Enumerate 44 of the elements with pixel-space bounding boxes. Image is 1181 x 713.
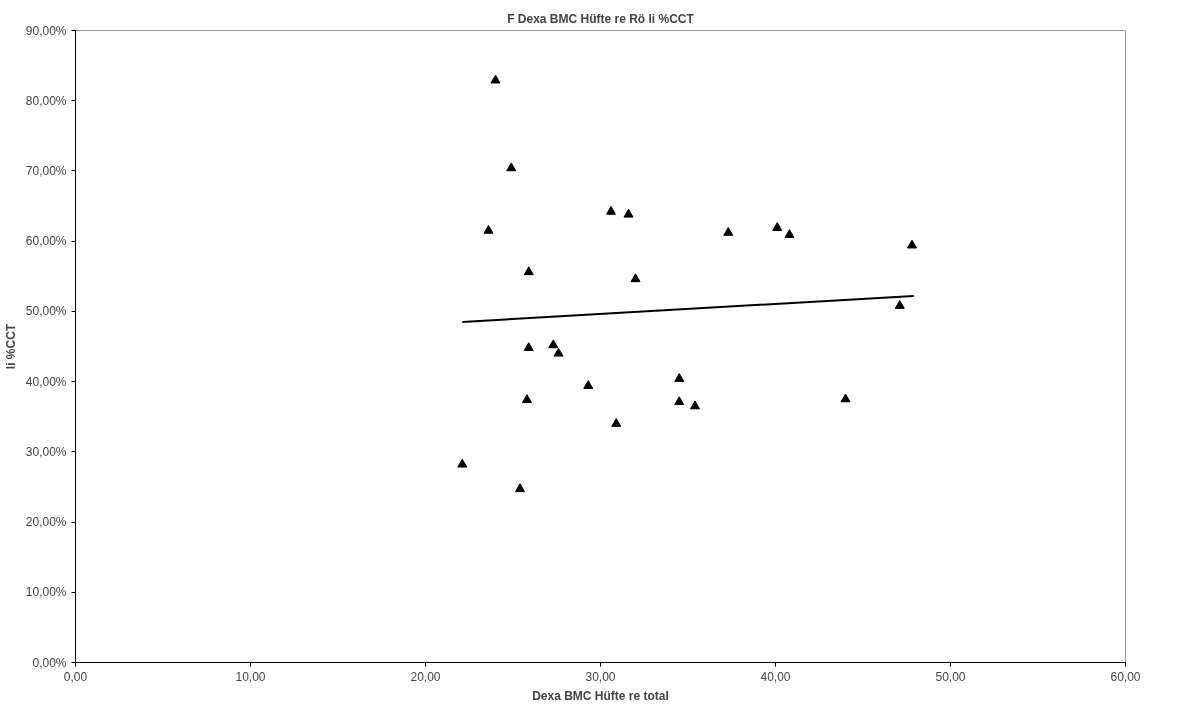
- x-tick-label: 60,00: [1110, 669, 1141, 684]
- y-tick-label: 30,00%: [25, 444, 67, 459]
- point: [611, 418, 622, 427]
- x-tick-label: 0,00: [63, 669, 88, 684]
- point: [772, 222, 783, 231]
- x-tick-label: 20,00: [410, 669, 441, 684]
- point: [784, 229, 795, 238]
- point: [583, 380, 594, 389]
- point: [630, 273, 641, 283]
- x-tick-label: 40,00: [760, 669, 791, 684]
- point: [623, 208, 634, 218]
- x-axis-title: Dexa BMC Hüfte re total: [532, 688, 669, 703]
- point: [907, 239, 917, 249]
- y-tick-label: 80,00%: [25, 93, 67, 108]
- point: [515, 483, 525, 493]
- y-tick-label: 60,00%: [25, 234, 67, 249]
- x-tick-label: 30,00: [585, 669, 616, 684]
- y-tick-label: 10,00%: [25, 585, 67, 600]
- y-axis-title: li %CCT: [3, 323, 18, 370]
- y-tick-label: 0,00%: [32, 655, 67, 670]
- point: [553, 347, 564, 357]
- point: [523, 342, 534, 351]
- point: [483, 224, 494, 234]
- x-tick-label: 10,00: [235, 669, 266, 684]
- point: [490, 74, 501, 84]
- y-tick-label: 40,00%: [25, 374, 67, 389]
- point: [523, 266, 534, 276]
- y-tick-label: 50,00%: [25, 304, 67, 319]
- point: [457, 458, 468, 468]
- point: [723, 227, 734, 236]
- point: [522, 394, 532, 403]
- y-tick-label: 20,00%: [25, 515, 67, 530]
- point: [506, 162, 517, 172]
- y-tick-label: 70,00%: [25, 163, 67, 178]
- point: [674, 373, 685, 382]
- point: [894, 300, 905, 309]
- point: [674, 396, 685, 406]
- chart-title: F Dexa BMC Hüfte re Rö li %CCT: [507, 11, 695, 26]
- point: [690, 400, 700, 410]
- point: [548, 339, 559, 349]
- y-tick-label: 90,00%: [25, 23, 67, 38]
- point: [840, 393, 851, 403]
- x-tick-label: 50,00: [935, 669, 966, 684]
- point: [606, 205, 616, 215]
